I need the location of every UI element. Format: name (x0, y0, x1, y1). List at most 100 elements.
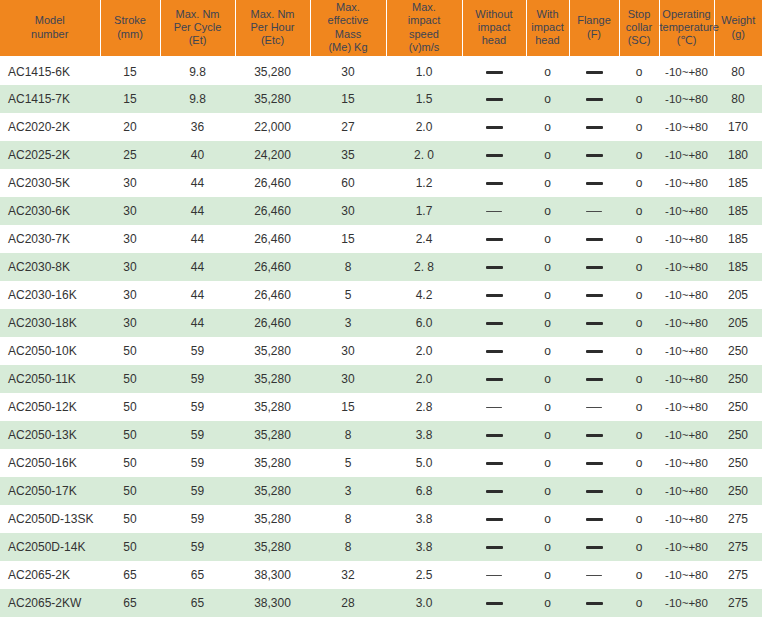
cell-with-head: o (526, 57, 569, 85)
dash-mark-cell (569, 589, 619, 617)
dash-mark-cell (462, 477, 526, 505)
cell-per-hour: 35,280 (235, 449, 310, 477)
cell-model: AC2025-2K (0, 141, 100, 169)
cell-model: AC2050-16K (0, 449, 100, 477)
dash-mark-cell (569, 225, 619, 253)
dash-icon (586, 98, 603, 101)
cell-mass: 30 (310, 337, 386, 365)
cell-per-hour: 35,280 (235, 505, 310, 533)
cell-weight: 275 (714, 533, 762, 561)
cell-stroke: 30 (100, 281, 160, 309)
cell-model: AC2050-17K (0, 477, 100, 505)
cell-stop-collar: o (619, 281, 659, 309)
cell-speed: 2.0 (386, 337, 462, 365)
table-row: AC2050-10K505935,280302.0oo-10~+80250 (0, 337, 762, 365)
cell-speed: 2.0 (386, 365, 462, 393)
dash-mark-cell (569, 113, 619, 141)
dash-mark-cell (569, 57, 619, 85)
table-row: AC2030-5K304426,460601.2oo-10~+80185 (0, 169, 762, 197)
cell-model: AC2050D-14K (0, 533, 100, 561)
cell-model: AC2030-8K (0, 253, 100, 281)
column-header-with-head: With impact head (526, 0, 569, 57)
dash-icon (486, 154, 503, 157)
cell-stop-collar: o (619, 225, 659, 253)
cell-stroke: 30 (100, 253, 160, 281)
cell-mass: 8 (310, 505, 386, 533)
cell-temp: -10~+80 (659, 449, 714, 477)
cell-weight: 275 (714, 589, 762, 617)
cell-stop-collar: o (619, 365, 659, 393)
cell-per-cycle: 59 (160, 449, 235, 477)
cell-per-hour: 35,280 (235, 393, 310, 421)
cell-per-cycle: 44 (160, 197, 235, 225)
table-row: AC2030-7K304426,460152.4oo-10~+80185 (0, 225, 762, 253)
cell-model: AC2050-13K (0, 421, 100, 449)
cell-stroke: 50 (100, 365, 160, 393)
column-header-per-hour: Max. Nm Per Hour (Etc) (235, 0, 310, 57)
cell-temp: -10~+80 (659, 113, 714, 141)
cell-weight: 180 (714, 141, 762, 169)
dash-mark-cell (569, 141, 619, 169)
dash-icon (586, 546, 603, 549)
table-header: Model numberStroke (mm)Max. Nm Per Cycle… (0, 0, 762, 57)
cell-speed: 1.7 (386, 197, 462, 225)
cell-weight: 250 (714, 337, 762, 365)
dash-mark-cell (462, 169, 526, 197)
cell-weight: 170 (714, 113, 762, 141)
cell-per-hour: 35,280 (235, 421, 310, 449)
header-row: Model numberStroke (mm)Max. Nm Per Cycle… (0, 0, 762, 57)
cell-stroke: 30 (100, 309, 160, 337)
dash-icon (586, 71, 603, 74)
cell-stop-collar: o (619, 533, 659, 561)
cell-with-head: o (526, 309, 569, 337)
cell-speed: 2. 8 (386, 253, 462, 281)
cell-weight: 275 (714, 561, 762, 589)
cell-stop-collar: o (619, 505, 659, 533)
dash-icon (586, 154, 603, 157)
cell-stroke: 20 (100, 113, 160, 141)
cell-with-head: o (526, 421, 569, 449)
dash-icon (586, 266, 603, 269)
cell-stop-collar: o (619, 113, 659, 141)
dash-icon (586, 434, 603, 437)
cell-with-head: o (526, 337, 569, 365)
cell-per-cycle: 59 (160, 365, 235, 393)
cell-with-head: o (526, 169, 569, 197)
table-row: AC2050D-14K505935,28083.8oo-10~+80275 (0, 533, 762, 561)
table-row: AC2020-2K203622,000272.0oo-10~+80170 (0, 113, 762, 141)
cell-speed: 6.8 (386, 477, 462, 505)
cell-stop-collar: o (619, 253, 659, 281)
dash-mark-cell (569, 281, 619, 309)
cell-weight: 250 (714, 393, 762, 421)
cell-temp: -10~+80 (659, 533, 714, 561)
cell-model: AC2065-2KW (0, 589, 100, 617)
dash-icon (586, 407, 602, 408)
cell-temp: -10~+80 (659, 253, 714, 281)
cell-stroke: 50 (100, 477, 160, 505)
cell-mass: 3 (310, 477, 386, 505)
dash-mark-cell (462, 281, 526, 309)
dash-mark-cell (569, 253, 619, 281)
dash-mark-cell (462, 449, 526, 477)
cell-per-hour: 26,460 (235, 281, 310, 309)
table-row: AC2050-16K505935,28055.0oo-10~+80250 (0, 449, 762, 477)
cell-with-head: o (526, 561, 569, 589)
dash-mark-cell (569, 309, 619, 337)
cell-speed: 1.5 (386, 85, 462, 113)
dash-mark-cell (462, 197, 526, 225)
dash-mark-cell (569, 393, 619, 421)
cell-weight: 80 (714, 57, 762, 85)
dash-icon (486, 546, 503, 549)
dash-mark-cell (462, 253, 526, 281)
dash-mark-cell (462, 57, 526, 85)
cell-weight: 185 (714, 253, 762, 281)
dash-mark-cell (569, 85, 619, 113)
dash-mark-cell (569, 337, 619, 365)
cell-speed: 5.0 (386, 449, 462, 477)
cell-mass: 32 (310, 561, 386, 589)
cell-temp: -10~+80 (659, 169, 714, 197)
cell-weight: 205 (714, 281, 762, 309)
cell-temp: -10~+80 (659, 561, 714, 589)
cell-with-head: o (526, 365, 569, 393)
cell-mass: 27 (310, 113, 386, 141)
